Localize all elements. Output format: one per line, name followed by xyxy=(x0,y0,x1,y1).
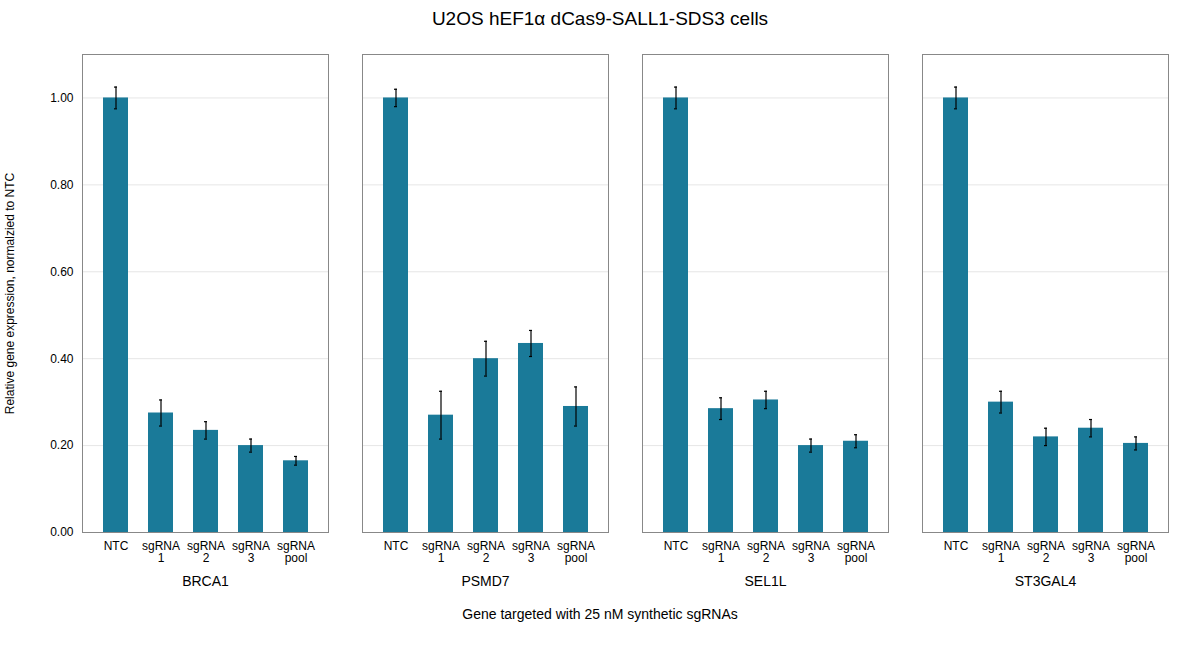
svg-text:sgRNA3: sgRNA3 xyxy=(1072,539,1110,565)
svg-text:sgRNA3: sgRNA3 xyxy=(232,539,270,565)
svg-text:sgRNA1: sgRNA1 xyxy=(422,539,460,565)
svg-text:sgRNA1: sgRNA1 xyxy=(142,539,180,565)
svg-text:sgRNA3: sgRNA3 xyxy=(792,539,830,565)
html-text:U2OS hEF1α dCas9-SALL1-SDS3 ce: U2OS hEF1α dCas9-SALL1-SDS3 cells xyxy=(431,8,769,29)
svg-text:NTC: NTC xyxy=(384,539,409,553)
svg-text:sgRNA2: sgRNA2 xyxy=(1027,539,1065,565)
html-text:Gene targeted with 25 nM synth: Gene targeted with 25 nM synthetic sgRNA… xyxy=(462,606,738,622)
svg-text:PSMD7: PSMD7 xyxy=(461,573,509,589)
svg-text:BRCA1: BRCA1 xyxy=(182,573,229,589)
svg-text:sgRNApool: sgRNApool xyxy=(1117,539,1155,565)
svg-text:ST3GAL4: ST3GAL4 xyxy=(1015,573,1077,589)
svg-text:sgRNA2: sgRNA2 xyxy=(187,539,225,565)
svg-text:NTC: NTC xyxy=(944,539,969,553)
svg-text:sgRNA1: sgRNA1 xyxy=(982,539,1020,565)
svg-text:NTC: NTC xyxy=(664,539,689,553)
svg-text:sgRNA3: sgRNA3 xyxy=(512,539,550,565)
svg-text:0.60: 0.60 xyxy=(50,265,74,279)
svg-text:SEL1L: SEL1L xyxy=(744,573,786,589)
svg-text:sgRNA2: sgRNA2 xyxy=(747,539,785,565)
svg-text:0.20: 0.20 xyxy=(50,438,74,452)
svg-text:NTC: NTC xyxy=(104,539,129,553)
svg-text:sgRNA1: sgRNA1 xyxy=(702,539,740,565)
svg-text:sgRNA2: sgRNA2 xyxy=(467,539,505,565)
svg-text:0.00: 0.00 xyxy=(50,525,74,539)
svg-text:1.00: 1.00 xyxy=(50,91,74,105)
svg-text:sgRNApool: sgRNApool xyxy=(277,539,315,565)
svg-text:Relative gene expression, norm: Relative gene expression, normalzied to … xyxy=(3,172,17,414)
svg-text:sgRNApool: sgRNApool xyxy=(557,539,595,565)
svg-text:0.80: 0.80 xyxy=(50,178,74,192)
svg-text:sgRNApool: sgRNApool xyxy=(837,539,875,565)
svg-text:0.40: 0.40 xyxy=(50,352,74,366)
